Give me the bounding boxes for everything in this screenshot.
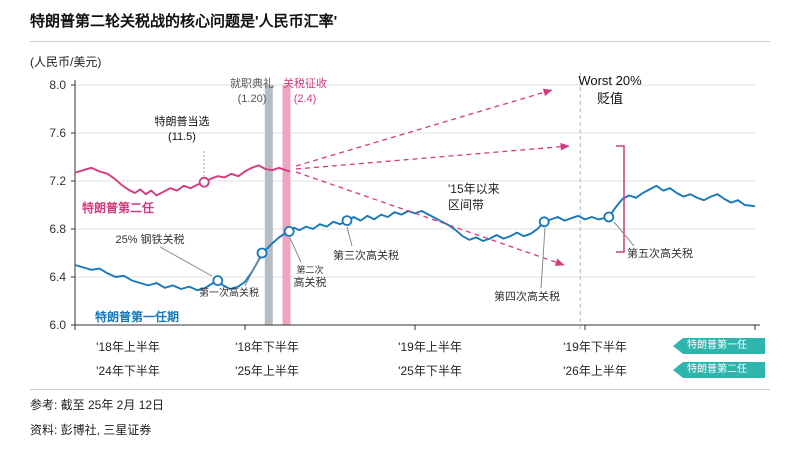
annotation-tariff-1: 第一次高关税: [199, 288, 259, 299]
series-label-second-term: 特朗普第二任: [82, 201, 155, 215]
tariff3-connector: [346, 226, 353, 247]
worst-20-label: Worst 20%: [578, 73, 642, 88]
marker-circle: [212, 275, 224, 287]
annotation-tariff-imposed: 关税征收 (2.4): [283, 77, 327, 107]
range-band-line1: '15年以来: [448, 182, 500, 196]
annotation-tariff-2: 第二次 高关税: [294, 264, 327, 291]
trump-elected-label: 特朗普当选: [154, 116, 210, 128]
tariff-imposed-label: 关税征收: [283, 78, 327, 90]
x-label-19h2: '19年下半年: [563, 340, 627, 354]
x-label-25h1: '25年上半年: [235, 364, 299, 378]
annotation-range-band: '15年以来 区间带: [448, 181, 500, 213]
marker-circle: [341, 215, 353, 227]
tariff2-connector: [289, 237, 302, 263]
annotation-worst-20: Worst 20% 贬值: [578, 72, 641, 107]
tariff-2-line2: 高关税: [293, 277, 327, 290]
inauguration-date: (1.20): [237, 92, 267, 105]
page-title: 特朗普第二轮关税战的核心问题是'人民币汇率': [30, 13, 338, 30]
event-band-1: [282, 85, 291, 325]
range-bracket: [616, 145, 625, 253]
marker-circle: [198, 176, 210, 188]
x-label-24h2: '24年下半年: [96, 364, 160, 378]
projection-arrow-top: [295, 88, 553, 167]
projection-arrows: [295, 88, 570, 266]
badge-second-term: 特朗普第二任: [673, 362, 765, 378]
y-tick-label: 7.6: [49, 126, 66, 140]
x-label-19h1: '19年上半年: [398, 340, 462, 354]
annotation-inauguration: 就职典礼 (1.20): [230, 77, 274, 107]
x-label-18h1: '18年上半年: [96, 340, 160, 354]
y-tick-label: 7.2: [49, 174, 66, 188]
x-label-26h1: '26年上半年: [563, 364, 627, 378]
projection-arrow-mid: [295, 142, 570, 170]
y-tick-label: 6.4: [49, 270, 66, 284]
tariff1-connector: [244, 258, 260, 287]
annotation-tariff-3: 第三次高关税: [333, 250, 399, 262]
marker-circle: [538, 216, 550, 228]
inauguration-label: 就职典礼: [230, 78, 274, 90]
series-line-1: [74, 164, 291, 197]
y-tick-label: 8.0: [49, 78, 66, 92]
footer-divider: [30, 389, 770, 390]
series-label-first-term: 特朗普第一任期: [95, 310, 180, 324]
worst-20-sublabel: 贬值: [596, 90, 623, 106]
y-axis-unit-label: (人民币/美元): [30, 55, 102, 69]
tariff4-connector: [540, 227, 546, 289]
tariff5-connector: [613, 221, 635, 247]
y-tick-label: 6.8: [49, 222, 66, 236]
marker-circle: [283, 225, 295, 237]
x-label-18h2: '18年下半年: [235, 340, 299, 354]
x-label-25h2: '25年下半年: [398, 364, 462, 378]
y-tick-label: 6.0: [49, 318, 66, 332]
range-band-line2: 区间带: [448, 198, 485, 213]
annotation-tariff-5: 第五次高关税: [627, 248, 693, 260]
trump-elected-date: (11.5): [168, 130, 196, 143]
badge-first-term: 特朗普第一任: [673, 338, 765, 354]
annotation-steel-tariff: 25% 钢铁关税: [115, 234, 185, 246]
event-band-0: [264, 85, 273, 325]
annotation-tariff-4: 第四次高关税: [494, 291, 560, 303]
marker-circle: [603, 211, 615, 223]
footer-reference: 参考: 截至 25年 2月 12日: [30, 398, 165, 412]
marker-circle: [256, 247, 268, 259]
footer-source: 资料: 彭博社, 三星证券: [30, 423, 152, 437]
title-divider: [30, 41, 770, 42]
annotation-trump-elected: 特朗普当选 (11.5): [155, 115, 210, 145]
tariff-2-line1: 第二次: [296, 265, 324, 275]
tariff-imposed-date: (2.4): [293, 92, 317, 105]
steel-tariff-connector: [159, 246, 213, 277]
